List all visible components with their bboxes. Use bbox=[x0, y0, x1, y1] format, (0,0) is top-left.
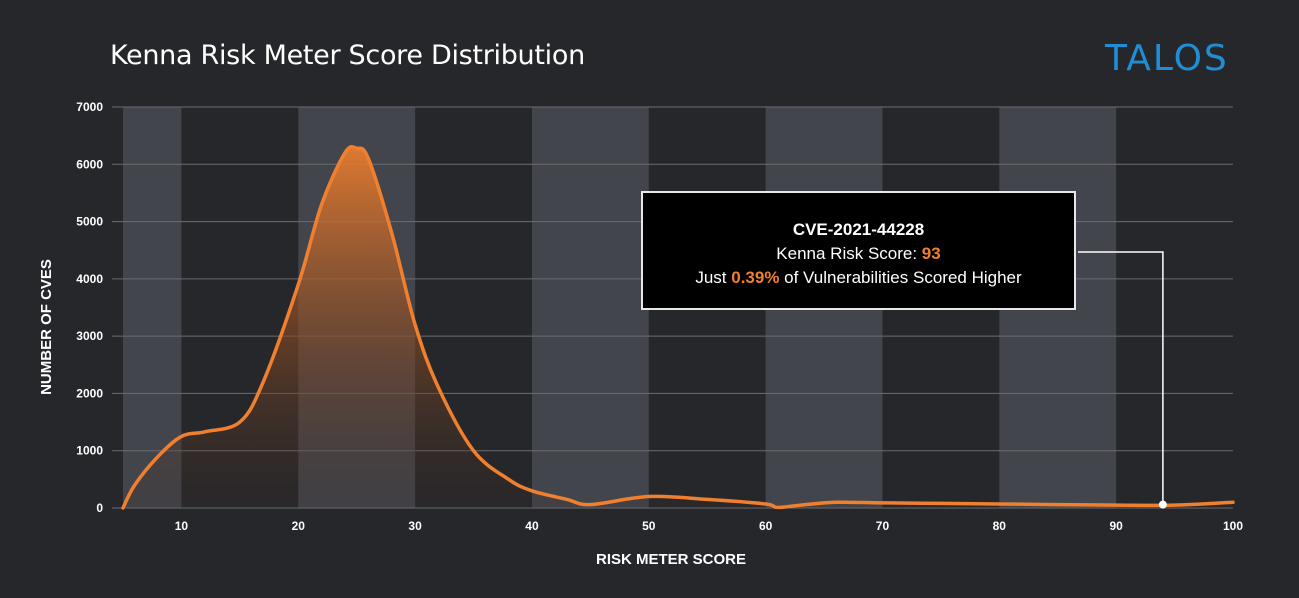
y-tick-label-1000: 1000 bbox=[76, 444, 103, 458]
x-axis-label: RISK METER SCORE bbox=[596, 551, 746, 568]
x-tick-label-100: 100 bbox=[1223, 519, 1243, 533]
callout-cve-id: CVE-2021-44228 bbox=[792, 220, 925, 239]
callout-score-line: Kenna Risk Score: 93 bbox=[643, 242, 1074, 266]
x-tick-label-70: 70 bbox=[876, 519, 890, 533]
x-tick-label-30: 30 bbox=[408, 519, 422, 533]
x-tick-label-50: 50 bbox=[642, 519, 656, 533]
talos-logo: TALOS bbox=[1105, 38, 1229, 79]
x-tick-label-80: 80 bbox=[993, 519, 1007, 533]
x-tick-label-20: 20 bbox=[292, 519, 306, 533]
callout-score-prefix: Kenna Risk Score: bbox=[776, 244, 922, 263]
callout-connector-line bbox=[1078, 251, 1164, 505]
callout-percent-line: Just 0.39% of Vulnerabilities Scored Hig… bbox=[643, 266, 1074, 290]
shaded-band-2 bbox=[531, 107, 649, 508]
y-axis-label: NUMBER OF CVES bbox=[38, 259, 55, 395]
chart-title: Kenna Risk Meter Score Distribution bbox=[110, 40, 585, 71]
callout-line2-suffix: of Vulnerabilities Scored Higher bbox=[779, 268, 1022, 287]
x-tick-label-60: 60 bbox=[759, 519, 773, 533]
x-tick-label-40: 40 bbox=[525, 519, 539, 533]
y-tick-label-4000: 4000 bbox=[76, 272, 103, 286]
y-tick-label-6000: 6000 bbox=[76, 157, 103, 171]
y-tick-label-3000: 3000 bbox=[76, 329, 103, 343]
y-tick-label-5000: 5000 bbox=[76, 215, 103, 229]
distribution-area-fill bbox=[123, 146, 1233, 508]
callout-percent: 0.39% bbox=[731, 268, 780, 287]
y-tick-label-7000: 7000 bbox=[76, 100, 103, 114]
x-tick-label-10: 10 bbox=[175, 519, 189, 533]
cve-callout-box: CVE-2021-44228 Kenna Risk Score: 93 Just… bbox=[641, 191, 1076, 310]
y-tick-label-0: 0 bbox=[96, 501, 103, 515]
callout-score-value: 93 bbox=[921, 244, 941, 263]
callout-line2-prefix: Just bbox=[695, 268, 732, 287]
y-tick-label-2000: 2000 bbox=[76, 386, 103, 400]
x-tick-label-90: 90 bbox=[1109, 519, 1123, 533]
cve-marker-point bbox=[1158, 500, 1167, 509]
distribution-line bbox=[121, 144, 1235, 510]
